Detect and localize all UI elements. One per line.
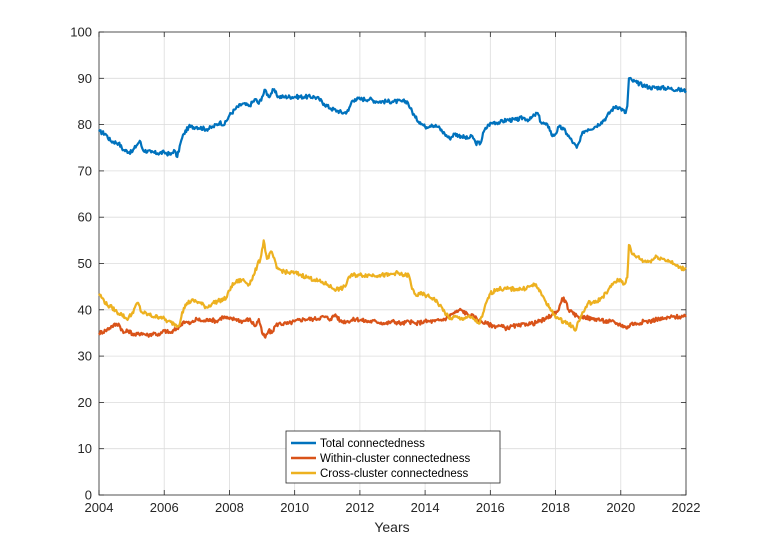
x-tick-label: 2006 [150,500,179,515]
x-axis: 2004 2006 2008 2010 2012 2014 2016 2018 2020 2022 [85,32,701,515]
legend-label: Total connectedness [320,438,425,450]
legend-box [285,430,501,484]
x-tick-label: 2014 [411,500,440,515]
y-axis: 0 10 20 30 40 50 60 70 80 90 100 [70,25,686,503]
y-tick-label: 100 [70,25,92,40]
y-tick-label: 10 [78,441,92,456]
legend: Total connectedness Within-cluster connec… [285,430,501,484]
y-tick-label: 70 [78,163,92,178]
y-tick-label: 50 [78,256,92,271]
series-line-cross-cluster-connectedness [98,239,687,332]
y-tick-label: 0 [85,488,92,503]
x-axis-label: Years [374,519,409,535]
series-line-total-connectedness [98,76,687,159]
x-tick-label: 2004 [85,500,114,515]
x-tick-label: 2008 [215,500,244,515]
x-tick-label: 2012 [345,500,374,515]
grid [99,32,686,495]
x-tick-label: 2016 [476,500,505,515]
legend-label: Cross-cluster connectedness [320,468,469,480]
y-tick-label: 80 [78,117,92,132]
y-tick-label: 40 [78,302,92,317]
y-tick-label: 90 [78,71,92,86]
series-group [98,76,687,339]
x-tick-label: 2022 [672,500,701,515]
x-tick-label: 2020 [606,500,635,515]
y-tick-label: 60 [78,210,92,225]
y-tick-label: 30 [78,349,92,364]
x-tick-label: 2010 [280,500,309,515]
x-tick-label: 2018 [541,500,570,515]
series-line-within-cluster-connectedness [98,296,687,339]
y-tick-label: 20 [78,395,92,410]
legend-label: Within-cluster connectedness [320,453,470,465]
